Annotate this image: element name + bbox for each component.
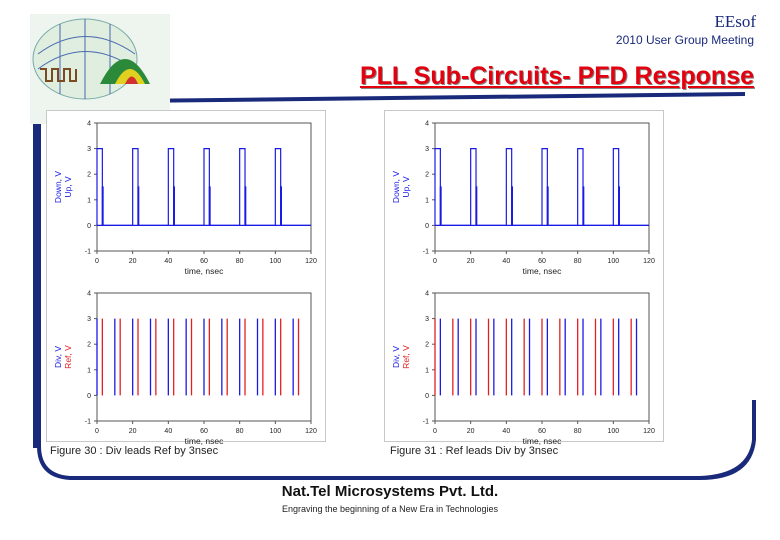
company-name: Nat.Tel Microsystems Pvt. Ltd. [281,483,499,500]
y-tick-label: 4 [87,121,91,128]
x-axis-label: time, nsec [523,266,562,276]
y-tick-label: 3 [87,316,91,323]
x-tick-label: 20 [467,428,475,435]
y-tick-label: 0 [425,393,429,400]
x-tick-label: 80 [574,428,582,435]
x-tick-label: 0 [95,258,99,265]
x-tick-label: 40 [502,258,510,265]
slide-title: PLL Sub-Circuits- PFD Response [359,62,754,90]
x-tick-label: 40 [164,258,172,265]
x-tick-label: 20 [129,258,137,265]
y-tick-label: 0 [87,393,91,400]
x-tick-label: 20 [467,258,475,265]
y-axis-label: Down, V [391,171,401,203]
series-line [97,186,311,226]
x-tick-label: 0 [433,428,437,435]
figure-30-lower-chart: 0 20 40 60 80 100 120 -1 0 1 2 3 4 time, nsec Div, V Re… [53,291,317,447]
x-tick-label: 20 [129,428,137,435]
x-tick-label: 80 [574,258,582,265]
x-tick-label: 120 [643,428,655,435]
x-tick-label: 120 [305,258,317,265]
x-tick-label: 0 [433,258,437,265]
y-tick-label: 1 [425,367,429,374]
y-tick-label: 2 [87,172,91,179]
x-tick-label: 80 [236,258,244,265]
x-tick-label: 40 [502,428,510,435]
y-tick-label: 0 [425,223,429,230]
x-tick-label: 0 [95,428,99,435]
y-tick-label: 1 [87,367,91,374]
y-tick-label: 3 [425,316,429,323]
logo-artwork [30,14,170,124]
y-tick-label: -1 [423,249,429,256]
x-tick-label: 60 [200,428,208,435]
x-tick-label: 100 [269,428,281,435]
x-tick-label: 120 [643,258,655,265]
x-tick-label: 60 [538,428,546,435]
x-tick-label: 80 [236,428,244,435]
y-tick-label: 2 [425,172,429,179]
x-tick-label: 40 [164,428,172,435]
y-axis-label: Up, V [401,176,411,198]
y-tick-label: 2 [425,342,429,349]
y-axis-label: Ref, V [401,345,411,369]
y-axis-label: Down, V [53,171,63,203]
y-tick-label: 4 [425,291,429,298]
y-axis-label: Up, V [63,176,73,198]
series-line [435,186,649,226]
y-axis-label: Div, V [53,346,63,368]
y-tick-label: 2 [87,342,91,349]
figure-30-caption: Figure 30 : Div leads Ref by 3nsec [50,445,219,457]
x-tick-label: 60 [200,258,208,265]
series-line [96,148,311,226]
y-axis-label: Ref, V [63,345,73,369]
x-tick-label: 100 [269,258,281,265]
figure-31-caption: Figure 31 : Ref leads Div by 3nsec [390,445,559,457]
figure-31-lower-chart: 0 20 40 60 80 100 120 -1 0 1 2 3 4 time, nsec Div, V Re… [391,291,655,447]
y-tick-label: 4 [425,121,429,128]
y-tick-label: -1 [423,419,429,426]
y-tick-label: 1 [425,197,429,204]
series-line [434,148,649,226]
left-frame-bar [33,88,41,448]
brand-name: EEsof [714,12,756,31]
x-tick-label: 100 [607,258,619,265]
x-axis-label: time, nsec [185,266,224,276]
meeting-subtitle: 2010 User Group Meeting [615,33,754,47]
top-frame-rule [41,92,745,104]
x-tick-label: 120 [305,428,317,435]
y-tick-label: 3 [425,146,429,153]
x-axis-label: time, nsec [185,436,224,446]
company-tagline: Engraving the beginning of a New Era in … [282,504,498,514]
x-tick-label: 100 [607,428,619,435]
x-tick-label: 60 [538,258,546,265]
y-tick-label: 1 [87,197,91,204]
y-tick-label: 4 [87,291,91,298]
y-axis-label: Div, V [391,346,401,368]
y-tick-label: 0 [87,223,91,230]
x-axis-label: time, nsec [523,436,562,446]
y-tick-label: -1 [85,249,91,256]
y-tick-label: 3 [87,146,91,153]
y-tick-label: -1 [85,419,91,426]
